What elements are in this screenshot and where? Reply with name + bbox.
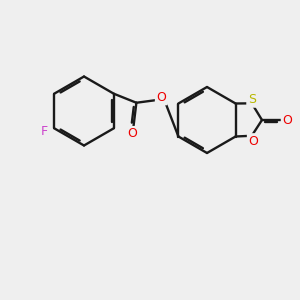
Text: S: S	[248, 93, 256, 106]
Text: F: F	[41, 125, 48, 138]
Text: O: O	[248, 135, 258, 148]
Text: O: O	[127, 128, 137, 140]
Text: O: O	[156, 91, 166, 104]
Text: O: O	[282, 113, 292, 127]
